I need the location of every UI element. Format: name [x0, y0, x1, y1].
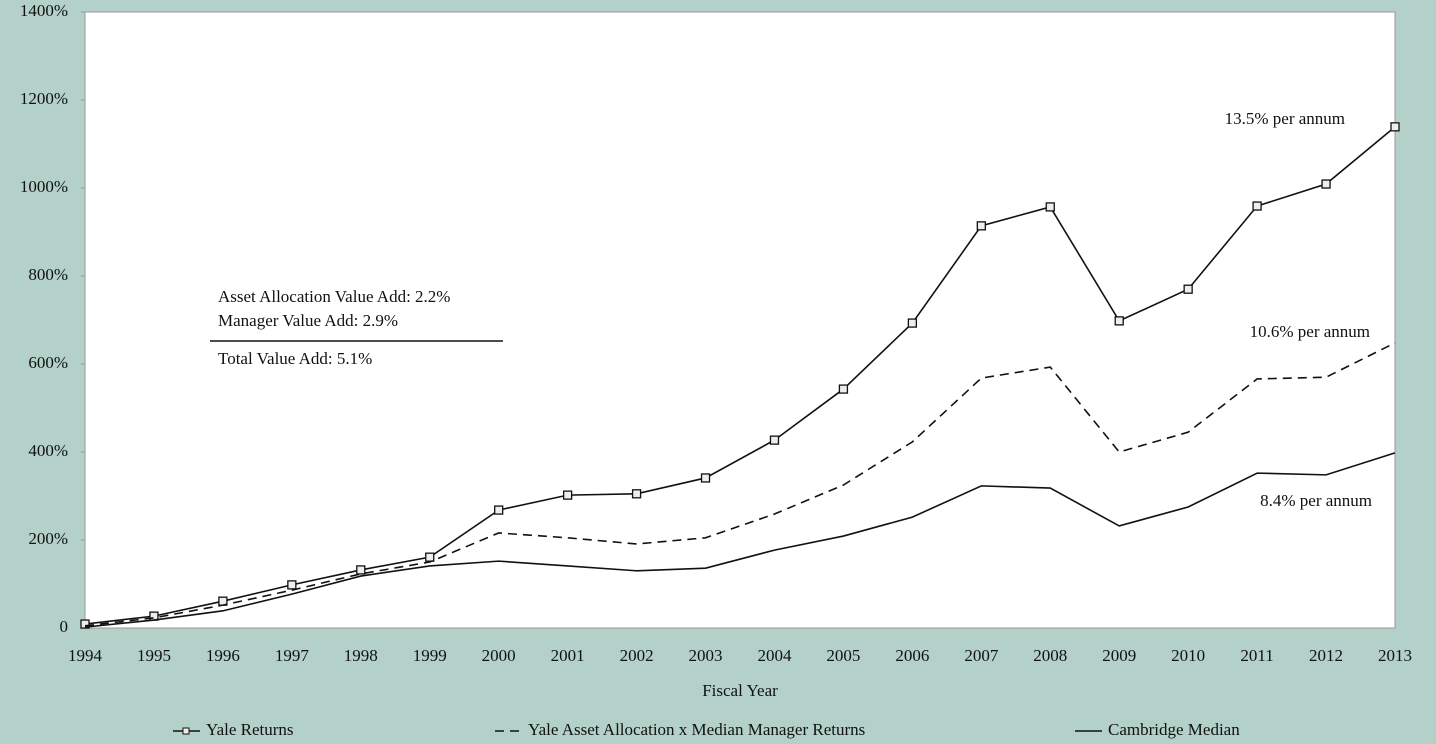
y-tick-label: 1200%: [20, 89, 68, 108]
legend-marker: [182, 727, 190, 735]
legend-label: Cambridge Median: [1108, 720, 1240, 739]
series-marker: [1045, 202, 1055, 212]
x-tick-label: 1995: [137, 646, 171, 665]
x-tick-label: 2007: [964, 646, 999, 665]
y-tick-label: 600%: [28, 353, 68, 372]
y-tick-label: 1400%: [20, 1, 68, 20]
x-tick-label: 2006: [895, 646, 929, 665]
series-marker: [1114, 316, 1124, 326]
x-axis-label: Fiscal Year: [702, 681, 778, 700]
value-add-text: Manager Value Add: 2.9%: [218, 311, 398, 330]
series-marker: [287, 580, 297, 590]
x-tick-label: 2005: [826, 646, 860, 665]
series-line: [84, 126, 1396, 625]
series-marker: [631, 489, 642, 499]
legend-label: Yale Returns: [206, 720, 294, 739]
series-marker: [1183, 284, 1193, 294]
plot-area: [84, 11, 1396, 629]
series-marker: [976, 221, 986, 231]
value-add-text: Total Value Add: 5.1%: [218, 349, 372, 368]
y-tick-label: 0: [60, 617, 69, 636]
y-tick-label: 400%: [28, 441, 68, 460]
x-tick-label: 2002: [620, 646, 654, 665]
x-tick-label: 1999: [413, 646, 447, 665]
series-marker: [1321, 179, 1331, 189]
series-marker: [356, 565, 366, 575]
series-marker: [425, 552, 435, 562]
series-marker: [838, 384, 849, 394]
x-tick-label: 2000: [482, 646, 516, 665]
legend-label: Yale Asset Allocation x Median Manager R…: [528, 720, 865, 739]
x-tick-label: 1998: [344, 646, 378, 665]
x-tick-label: 2001: [551, 646, 585, 665]
y-tick-label: 800%: [28, 265, 68, 284]
series-marker: [1390, 122, 1400, 132]
series-marker: [80, 619, 90, 629]
y-tick-label: 1000%: [20, 177, 68, 196]
series-marker: [1252, 201, 1262, 211]
series-marker: [907, 318, 918, 328]
series-marker: [700, 473, 711, 483]
x-tick-label: 2010: [1171, 646, 1205, 665]
x-tick-label: 2012: [1309, 646, 1343, 665]
x-tick-label: 2004: [757, 646, 792, 665]
annotation: 8.4% per annum: [1260, 491, 1372, 510]
x-tick-label: 1997: [275, 646, 310, 665]
x-tick-label: 2013: [1378, 646, 1412, 665]
series-line: [84, 452, 1396, 628]
series-marker: [494, 505, 504, 515]
value-add-text: Asset Allocation Value Add: 2.2%: [218, 287, 450, 306]
x-tick-label: 2009: [1102, 646, 1136, 665]
x-tick-label: 1996: [206, 646, 240, 665]
annotation: 13.5% per annum: [1225, 109, 1345, 128]
x-tick-label: 2008: [1033, 646, 1067, 665]
series-marker: [769, 435, 780, 445]
x-tick-label: 2011: [1240, 646, 1273, 665]
annotation: 10.6% per annum: [1250, 322, 1370, 341]
x-tick-label: 2003: [689, 646, 723, 665]
series-marker: [562, 490, 573, 500]
x-tick-label: 1994: [68, 646, 103, 665]
y-tick-label: 200%: [28, 529, 68, 548]
